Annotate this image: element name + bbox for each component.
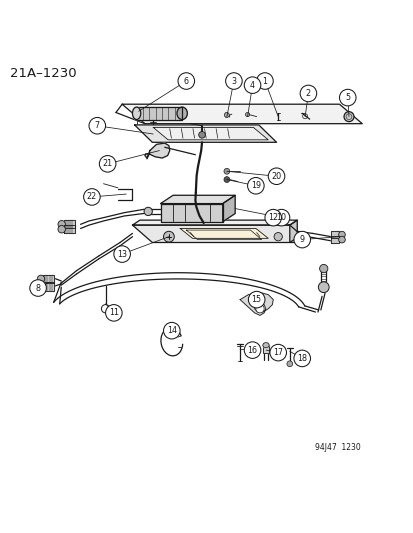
Circle shape <box>339 90 355 106</box>
Circle shape <box>256 72 273 90</box>
Circle shape <box>244 342 260 358</box>
Polygon shape <box>132 225 309 243</box>
Circle shape <box>286 361 292 367</box>
Circle shape <box>245 112 249 117</box>
Circle shape <box>37 275 45 282</box>
Circle shape <box>248 292 264 308</box>
Circle shape <box>338 231 344 238</box>
Polygon shape <box>160 204 222 222</box>
Text: 22: 22 <box>87 192 97 201</box>
Text: 11: 11 <box>109 309 119 317</box>
Text: 10: 10 <box>276 213 286 222</box>
Text: 18: 18 <box>297 354 306 363</box>
Text: 13: 13 <box>117 249 127 259</box>
Text: 12: 12 <box>268 213 278 222</box>
Polygon shape <box>132 220 297 225</box>
Circle shape <box>273 232 282 241</box>
Circle shape <box>247 177 263 194</box>
Circle shape <box>293 231 310 248</box>
Text: 4: 4 <box>249 80 254 90</box>
Circle shape <box>338 236 344 243</box>
Circle shape <box>99 156 116 172</box>
Text: 21A–1230: 21A–1230 <box>10 67 77 80</box>
Circle shape <box>198 132 205 138</box>
Polygon shape <box>64 220 74 229</box>
Circle shape <box>30 280 46 296</box>
Polygon shape <box>180 229 268 238</box>
Circle shape <box>343 112 353 122</box>
Text: 20: 20 <box>271 172 281 181</box>
Circle shape <box>83 189 100 205</box>
Polygon shape <box>330 236 339 243</box>
Text: 94J47  1230: 94J47 1230 <box>314 443 360 452</box>
Text: 16: 16 <box>247 345 257 354</box>
Circle shape <box>114 246 130 262</box>
Text: 14: 14 <box>166 326 176 335</box>
Circle shape <box>244 77 260 93</box>
Circle shape <box>178 72 194 90</box>
Circle shape <box>255 295 263 303</box>
Polygon shape <box>122 104 361 124</box>
Text: 9: 9 <box>299 235 304 244</box>
Circle shape <box>318 282 328 293</box>
Polygon shape <box>262 345 268 353</box>
Text: 1: 1 <box>262 77 267 85</box>
Circle shape <box>163 322 180 339</box>
Text: 21: 21 <box>102 159 112 168</box>
Circle shape <box>223 168 229 174</box>
Circle shape <box>269 344 286 361</box>
Text: 3: 3 <box>231 77 236 85</box>
Text: 7: 7 <box>95 121 100 130</box>
Polygon shape <box>289 220 297 243</box>
Text: 8: 8 <box>36 284 40 293</box>
Polygon shape <box>136 107 182 119</box>
Polygon shape <box>43 275 54 283</box>
Text: 2: 2 <box>305 89 310 98</box>
Circle shape <box>255 304 263 313</box>
Circle shape <box>264 209 281 226</box>
Polygon shape <box>43 282 54 290</box>
Polygon shape <box>240 292 273 316</box>
Circle shape <box>101 304 109 313</box>
Ellipse shape <box>262 343 268 348</box>
Circle shape <box>268 168 284 184</box>
Circle shape <box>224 112 229 117</box>
Polygon shape <box>64 225 74 233</box>
Text: 19: 19 <box>250 181 260 190</box>
Circle shape <box>89 117 105 134</box>
Circle shape <box>105 304 122 321</box>
Polygon shape <box>330 231 339 238</box>
Circle shape <box>319 264 327 273</box>
Polygon shape <box>153 127 268 140</box>
Circle shape <box>37 282 45 290</box>
Polygon shape <box>134 125 276 142</box>
Circle shape <box>163 231 174 242</box>
Circle shape <box>299 85 316 102</box>
Circle shape <box>144 207 152 215</box>
Polygon shape <box>222 195 235 222</box>
Ellipse shape <box>132 107 140 119</box>
Circle shape <box>223 176 229 182</box>
Text: 15: 15 <box>251 295 261 304</box>
Circle shape <box>273 209 289 226</box>
Circle shape <box>58 221 65 228</box>
Text: 17: 17 <box>273 348 282 357</box>
Polygon shape <box>145 143 169 158</box>
Ellipse shape <box>176 107 187 119</box>
Circle shape <box>225 72 242 90</box>
Text: 5: 5 <box>344 93 349 102</box>
Polygon shape <box>160 195 235 204</box>
Circle shape <box>293 350 310 367</box>
Circle shape <box>58 225 65 233</box>
Text: 6: 6 <box>183 77 188 85</box>
